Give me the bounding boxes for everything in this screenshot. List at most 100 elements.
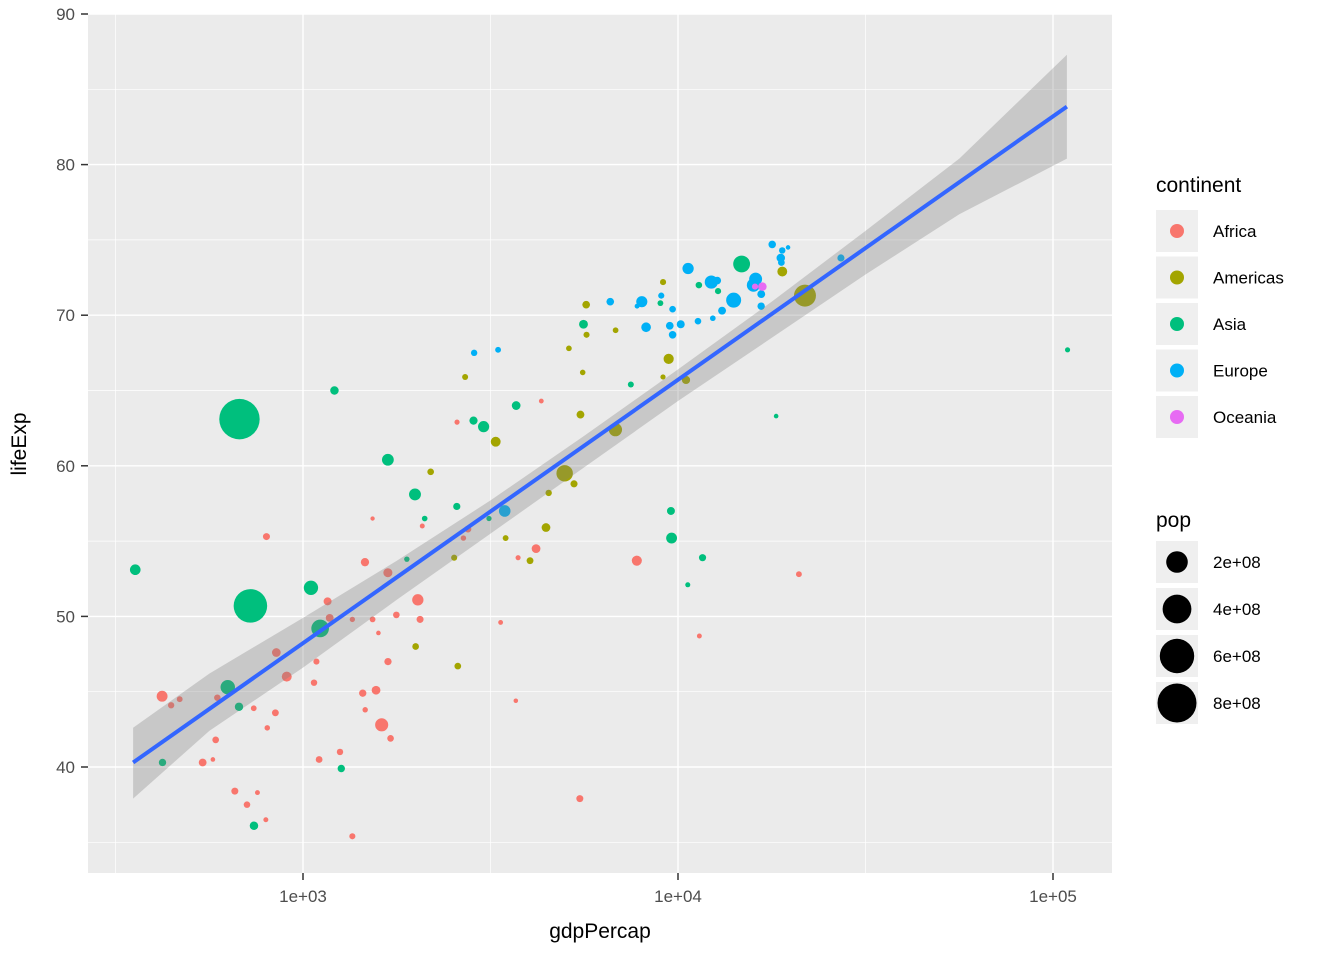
- x-tick-label: 1e+04: [654, 887, 702, 906]
- data-point: [576, 410, 585, 419]
- data-point: [676, 320, 685, 329]
- data-point: [666, 532, 678, 544]
- data-point: [383, 568, 393, 578]
- legend-size-dot: [1162, 594, 1192, 624]
- data-point: [660, 279, 667, 286]
- data-point: [576, 795, 584, 803]
- pop-legend-item: 4e+08: [1156, 588, 1261, 630]
- data-point: [779, 247, 786, 254]
- data-point: [757, 290, 766, 299]
- data-point: [658, 292, 665, 299]
- data-point: [349, 616, 356, 623]
- x-tick-label: 1e+05: [1029, 887, 1077, 906]
- data-point: [665, 321, 674, 330]
- data-point: [412, 643, 419, 650]
- data-point: [490, 436, 501, 447]
- continent-legend-item: Oceania: [1156, 396, 1277, 438]
- y-tick-label: 40: [56, 758, 75, 777]
- data-point: [419, 523, 425, 529]
- gridlines: [88, 13, 1112, 873]
- data-point: [733, 255, 751, 273]
- axis-tick-labels: 1e+03 1e+04 1e+05 40 50 60 70 80 90: [56, 5, 1077, 906]
- data-point: [636, 296, 648, 308]
- data-point: [220, 679, 235, 695]
- data-point: [793, 284, 816, 307]
- data-point: [566, 345, 572, 352]
- data-points: [129, 240, 1071, 840]
- legend-item-label: Americas: [1213, 269, 1284, 288]
- data-point: [349, 833, 356, 840]
- data-point: [631, 555, 642, 566]
- data-point: [660, 374, 666, 380]
- data-point: [515, 555, 521, 561]
- data-point: [694, 317, 702, 325]
- data-point: [271, 709, 279, 717]
- data-point: [271, 648, 281, 657]
- data-point: [709, 315, 716, 322]
- panel-background: [88, 14, 1112, 873]
- data-point: [371, 685, 381, 695]
- data-point: [387, 735, 394, 742]
- x-tick-label: 1e+03: [279, 887, 327, 906]
- data-point: [198, 758, 207, 767]
- pop-legend-item: 8e+08: [1156, 682, 1261, 724]
- data-point: [263, 817, 269, 823]
- data-point: [427, 468, 435, 476]
- x-axis-title: gdpPercap: [549, 920, 651, 943]
- data-point: [657, 300, 664, 307]
- data-point: [498, 619, 504, 625]
- data-point: [582, 300, 591, 309]
- data-point: [281, 671, 292, 682]
- legend-key-dot: [1170, 410, 1184, 424]
- data-point: [682, 262, 694, 275]
- data-point: [243, 801, 251, 808]
- legend-size-dot: [1157, 683, 1197, 723]
- data-point: [421, 515, 428, 522]
- data-point: [384, 657, 392, 666]
- data-point: [375, 718, 389, 732]
- data-point: [359, 689, 367, 697]
- plot-panel: [88, 14, 1112, 873]
- data-point: [234, 702, 244, 711]
- data-point: [315, 756, 323, 763]
- data-point: [641, 322, 651, 333]
- data-point: [777, 266, 788, 277]
- legend-item-label: Asia: [1213, 315, 1247, 334]
- data-point: [773, 413, 779, 419]
- data-point: [462, 373, 469, 380]
- data-point: [718, 306, 727, 315]
- y-tick-label: 50: [56, 607, 75, 626]
- data-point: [579, 319, 588, 329]
- continent-legend: Africa Americas Asia Europe Oceania: [1156, 210, 1284, 438]
- data-point: [757, 302, 765, 310]
- data-point: [785, 245, 791, 250]
- data-point: [538, 398, 544, 404]
- data-point: [531, 544, 541, 554]
- continent-legend-item: Americas: [1156, 256, 1284, 299]
- data-point: [579, 369, 586, 376]
- data-point: [238, 605, 252, 619]
- data-point: [129, 564, 141, 576]
- data-point: [167, 702, 175, 709]
- pop-legend-item: 2e+08: [1156, 541, 1261, 583]
- data-point: [337, 764, 345, 773]
- y-tick-label: 80: [56, 156, 75, 175]
- data-point: [698, 554, 707, 562]
- data-point: [454, 419, 460, 425]
- data-point: [526, 557, 534, 565]
- data-point: [323, 597, 332, 606]
- data-point: [249, 821, 259, 830]
- data-point: [325, 614, 334, 622]
- data-point: [470, 349, 478, 357]
- data-point: [570, 480, 578, 488]
- data-point: [409, 488, 421, 501]
- data-point: [336, 748, 344, 756]
- data-point: [545, 489, 552, 497]
- data-point: [381, 453, 394, 466]
- legend-key-dot: [1170, 363, 1184, 378]
- regression-line: [131, 104, 1069, 765]
- data-point: [210, 757, 216, 762]
- data-point: [511, 401, 521, 410]
- data-point: [370, 516, 375, 521]
